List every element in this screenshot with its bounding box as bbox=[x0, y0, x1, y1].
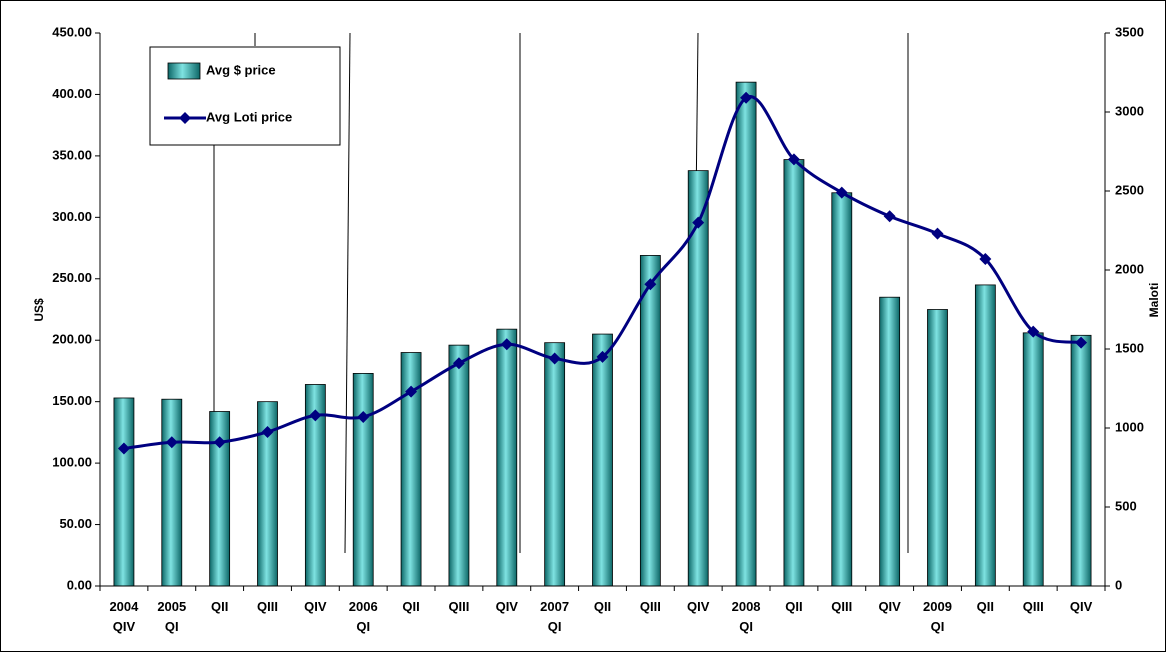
bar bbox=[735, 81, 757, 587]
x-tick-label: 2006 QI bbox=[349, 599, 378, 634]
line-marker bbox=[405, 385, 418, 398]
y2-tick-label: 0 bbox=[1115, 577, 1122, 592]
bar bbox=[352, 373, 374, 587]
line-marker bbox=[165, 436, 178, 449]
y-tick-label: 150.00 bbox=[52, 393, 92, 408]
line-marker bbox=[548, 352, 561, 365]
legend-swatch bbox=[167, 62, 201, 80]
x-tick-label: QIV bbox=[878, 599, 901, 614]
x-tick-label: QII bbox=[594, 599, 611, 614]
bar bbox=[879, 296, 901, 587]
bar bbox=[592, 333, 613, 587]
x-tick-label: 2005 QI bbox=[157, 599, 186, 634]
line-marker bbox=[931, 227, 944, 240]
y-tick-label: 250.00 bbox=[52, 270, 92, 285]
x-tick-label: QIV bbox=[687, 599, 710, 614]
bar bbox=[831, 192, 853, 587]
bar bbox=[161, 398, 183, 587]
bar bbox=[783, 159, 805, 587]
y-tick-label: 0.00 bbox=[67, 577, 92, 592]
y-tick-label: 100.00 bbox=[52, 455, 92, 470]
bar bbox=[1070, 334, 1092, 587]
x-tick-label: QIII bbox=[640, 599, 661, 614]
line-marker bbox=[213, 436, 226, 449]
line-marker bbox=[692, 216, 705, 229]
x-tick-label: QIII bbox=[1023, 599, 1044, 614]
line-marker bbox=[596, 350, 609, 363]
x-tick-label: QII bbox=[977, 599, 994, 614]
line-marker bbox=[309, 409, 322, 422]
x-tick-label: QIII bbox=[831, 599, 852, 614]
bar bbox=[496, 328, 518, 587]
line-marker bbox=[261, 425, 274, 438]
x-tick-label: QIV bbox=[304, 599, 327, 614]
y2-axis-title: Maloti bbox=[1147, 283, 1161, 318]
x-tick-label: QIV bbox=[496, 599, 519, 614]
line-marker bbox=[883, 210, 896, 223]
y2-tick-label: 3000 bbox=[1115, 103, 1144, 118]
y-tick-label: 450.00 bbox=[52, 24, 92, 39]
x-tick-label: QII bbox=[402, 599, 419, 614]
bar bbox=[974, 284, 996, 587]
x-tick-label: QII bbox=[785, 599, 802, 614]
y-tick-label: 300.00 bbox=[52, 209, 92, 224]
line-marker bbox=[357, 410, 370, 423]
line-marker bbox=[644, 278, 657, 291]
x-tick-label: QII bbox=[211, 599, 228, 614]
line-marker bbox=[1075, 336, 1088, 349]
y-axis-title: US$ bbox=[32, 298, 46, 322]
line-marker bbox=[452, 357, 465, 370]
y2-tick-label: 2500 bbox=[1115, 182, 1144, 197]
bar bbox=[1022, 332, 1044, 587]
bar bbox=[544, 342, 566, 587]
x-tick-label: QIII bbox=[257, 599, 278, 614]
line-marker bbox=[740, 91, 753, 104]
y2-tick-label: 500 bbox=[1115, 498, 1137, 513]
y-tick-label: 400.00 bbox=[52, 86, 92, 101]
legend-label: Avg Loti price bbox=[206, 109, 292, 124]
x-tick-label: 2009 QI bbox=[923, 599, 952, 634]
y2-tick-label: 1000 bbox=[1115, 419, 1144, 434]
x-tick-label: 2004 QIV bbox=[109, 599, 139, 634]
line-marker bbox=[979, 252, 992, 265]
line-marker bbox=[1027, 325, 1040, 338]
line-marker bbox=[835, 186, 848, 199]
x-tick-label: 2008 QI bbox=[732, 599, 761, 634]
plot-area bbox=[113, 81, 1092, 587]
y-tick-label: 350.00 bbox=[52, 147, 92, 162]
y2-tick-label: 2000 bbox=[1115, 261, 1144, 276]
legend-label: Avg $ price bbox=[206, 62, 276, 77]
x-tick-label: 2007 QI bbox=[540, 599, 569, 634]
bar bbox=[639, 255, 661, 587]
bar bbox=[927, 309, 948, 587]
y-tick-label: 200.00 bbox=[52, 332, 92, 347]
bar bbox=[113, 397, 135, 587]
line-marker bbox=[787, 153, 800, 166]
y2-tick-label: 1500 bbox=[1115, 340, 1144, 355]
legend-swatch bbox=[179, 112, 191, 124]
line-marker bbox=[117, 442, 130, 455]
x-tick-label: QIV bbox=[1070, 599, 1093, 614]
x-tick-label: QIII bbox=[448, 599, 469, 614]
y2-tick-label: 3500 bbox=[1115, 24, 1144, 39]
y-tick-label: 50.00 bbox=[59, 516, 92, 531]
bar bbox=[448, 344, 470, 587]
line bbox=[123, 95, 1082, 451]
line-marker bbox=[500, 338, 513, 351]
